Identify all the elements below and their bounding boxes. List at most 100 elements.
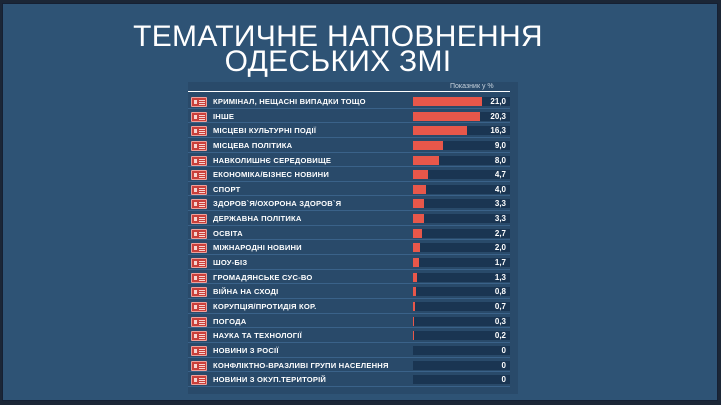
bar-track: 2,0 [413, 243, 510, 253]
category-label: ЕКОНОМІКА/БІЗНЕС НОВИНИ [213, 170, 330, 180]
chart-row: КОРУПЦІЯ/ПРОТИДІЯ КОР. 0,7 [188, 299, 518, 314]
value-label: 0 [501, 375, 506, 385]
category-label: НАВКОЛИШНЄ СЕРЕДОВИЩЕ [213, 155, 332, 165]
category-label: МІЖНАРОДНІ НОВИНИ [213, 243, 302, 253]
chart-row: ПОГОДА 0,3 [188, 314, 518, 329]
chart-row: КРИМІНАЛ, НЕЩАСНІ ВИПАДКИ ТОЩО 21,0 [188, 94, 518, 109]
category-label: НАУКА ТА ТЕХНОЛОГІЇ [213, 331, 302, 341]
category-label: НОВИНИ З ОКУП.ТЕРИТОРІЙ [213, 375, 327, 385]
title-line-1: ТЕМАТИЧНЕ НАПОВНЕННЯ [133, 20, 543, 53]
value-label: 0 [501, 345, 506, 355]
bar-track: 0,3 [413, 316, 510, 326]
row-divider [188, 283, 510, 285]
bar-track: 20,3 [413, 111, 510, 121]
bar [413, 272, 418, 282]
row-divider [188, 254, 510, 256]
category-label: НОВИНИ З РОСІЇ [213, 345, 279, 355]
category-label: ІНШЕ [213, 111, 235, 121]
bar-chart: Показник у % КРИМІНАЛ, НЕЩАСНІ ВИПАДКИ Т… [188, 82, 518, 394]
news-icon [191, 214, 207, 225]
news-icon [191, 345, 207, 356]
row-divider [188, 166, 510, 168]
news-icon [191, 97, 207, 107]
category-label: ВІЙНА НА СХОДІ [213, 287, 279, 297]
chart-row: ОСВІТА 2,7 [188, 226, 518, 241]
bar-track: 16,3 [413, 126, 510, 136]
header-divider [188, 91, 510, 92]
news-icon [191, 360, 207, 371]
value-label: 2,0 [494, 243, 506, 253]
row-divider [188, 327, 510, 329]
row-divider [188, 239, 510, 241]
row-divider [188, 312, 510, 314]
bar-track: 1,7 [413, 258, 510, 268]
row-divider [188, 268, 510, 270]
chart-header: Показник у % [188, 82, 510, 96]
row-divider [188, 341, 510, 343]
chart-row: МІЖНАРОДНІ НОВИНИ 2,0 [188, 240, 518, 256]
value-label: 9,0 [494, 140, 506, 150]
row-divider [188, 210, 510, 212]
bar-track: 1,3 [413, 272, 510, 282]
chart-row: КОНФЛІКТНО-ВРАЗЛИВІ ГРУПИ НАСЕЛЕННЯ 0 [188, 358, 518, 373]
category-label: ШОУ-БІЗ [213, 258, 248, 268]
bar-track: 3,3 [413, 199, 510, 209]
category-label: ДЕРЖАВНА ПОЛІТИКА [213, 214, 302, 224]
category-label: ОСВІТА [213, 228, 243, 238]
bar [413, 214, 424, 224]
value-label: 4,7 [494, 170, 506, 180]
news-icon [191, 316, 207, 327]
row-divider [188, 122, 510, 124]
bar [413, 331, 414, 341]
category-label: ЗДОРОВ`Я/ОХОРОНА ЗДОРОВ`Я [213, 199, 342, 209]
news-icon [191, 170, 207, 181]
value-label: 3,3 [494, 214, 506, 224]
value-label: 8,0 [494, 155, 506, 165]
bar [413, 170, 429, 180]
chart-row: ГРОМАДЯНСЬКЕ СУС-ВО 1,3 [188, 270, 518, 285]
bar-track: 2,7 [413, 228, 510, 238]
news-icon [191, 140, 207, 151]
row-divider [188, 195, 510, 197]
bar [413, 155, 440, 165]
chart-rows: КРИМІНАЛ, НЕЩАСНІ ВИПАДКИ ТОЩО 21,0 ІНШЕ 20… [188, 94, 518, 387]
bar-track: 0,7 [413, 301, 510, 311]
news-icon [191, 375, 207, 386]
bar-track: 0,8 [413, 287, 510, 297]
value-label: 2,7 [494, 228, 506, 238]
value-label: 0,2 [494, 331, 506, 341]
row-divider [188, 107, 510, 109]
news-icon [191, 287, 207, 298]
bar-track: 4,0 [413, 184, 510, 194]
slide-title: ТЕМАТИЧНЕ НАПОВНЕННЯ ОДЕСЬКИХ ЗМІ [3, 20, 673, 78]
row-divider [188, 371, 510, 373]
bar [413, 287, 416, 297]
news-icon [191, 331, 207, 342]
bar-track: 0 [413, 345, 510, 355]
chart-row: НОВИНИ З РОСІЇ 0 [188, 343, 518, 358]
bar-track: 4,7 [413, 170, 510, 180]
row-divider [188, 356, 510, 358]
category-label: ПОГОДА [213, 316, 247, 326]
bar [413, 316, 414, 326]
value-label: 0,7 [494, 301, 506, 311]
news-icon [191, 111, 207, 122]
chart-row: НОВИНИ З ОКУП.ТЕРИТОРІЙ 0 [188, 372, 518, 387]
bar-track: 9,0 [413, 140, 510, 150]
news-icon [191, 258, 207, 269]
chart-row: ВІЙНА НА СХОДІ 0,8 [188, 284, 518, 299]
row-divider [188, 180, 510, 182]
chart-row: ЗДОРОВ`Я/ОХОРОНА ЗДОРОВ`Я 3,3 [188, 196, 518, 212]
news-icon [191, 126, 207, 137]
bar-track: 0 [413, 360, 510, 370]
row-divider [188, 385, 510, 387]
category-label: СПОРТ [213, 184, 241, 194]
chart-row: МІСЦЕВІ КУЛЬТУРНІ ПОДІЇ 16,3 [188, 123, 518, 138]
value-label: 3,3 [494, 199, 506, 209]
news-icon [191, 184, 207, 195]
bar-track: 3,3 [413, 214, 510, 224]
news-icon [191, 155, 207, 166]
news-icon [191, 228, 207, 239]
title-line-2: ОДЕСЬКИХ ЗМІ [224, 45, 452, 78]
bar-track: 0,2 [413, 331, 510, 341]
